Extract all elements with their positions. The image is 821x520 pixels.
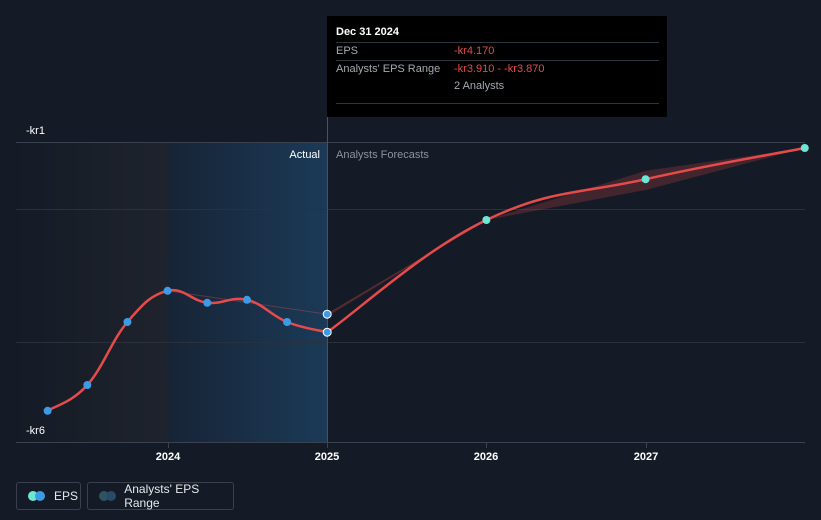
tooltip-range-row: Analysts' EPS Range -kr3.910 - -kr3.870 (336, 60, 659, 78)
eps-point-actual-4 (203, 298, 212, 307)
past-area (16, 142, 168, 442)
eps-point-forecast-3 (800, 144, 809, 152)
tooltip-analysts: 2 Analysts (454, 80, 505, 92)
eps-point-actual-3 (163, 286, 172, 295)
x-tick-label-2025: 2025 (315, 451, 339, 463)
past-estimate-point (322, 309, 332, 319)
tooltip-eps-value: -kr4.170 (454, 45, 495, 57)
tooltip-divider (336, 103, 659, 104)
eps-point-actual-6 (283, 318, 292, 326)
tooltip-eps-row: EPS -kr4.170 (336, 42, 659, 60)
eps-legend-icon (28, 491, 46, 501)
tooltip-range-label: Analysts' EPS Range (336, 63, 441, 75)
y-tick-label-bottom: -kr6 (26, 425, 45, 437)
eps-point-actual-2 (123, 318, 132, 326)
tooltip: Dec 31 2024 EPS -kr4.170 Analysts' EPS R… (327, 16, 667, 117)
x-tick-label-2024: 2024 (156, 451, 181, 463)
y-tick-label-top: -kr1 (26, 125, 45, 137)
highlight-area (168, 142, 327, 442)
x-tick-label-2027: 2027 (634, 451, 658, 463)
tooltip-analysts-row: 2 Analysts (336, 78, 659, 95)
eps-point-forecast-1 (482, 216, 491, 224)
forecast-label: Analysts Forecasts (336, 149, 429, 161)
actual-label: Actual (289, 149, 320, 161)
eps-range-band (327, 148, 805, 317)
tooltip-date: Dec 31 2024 (336, 26, 399, 38)
plot-area (43, 144, 809, 415)
eps-point-actual-5 (242, 295, 251, 304)
eps-point-forecast-2 (641, 175, 650, 184)
legend-range-label: Analysts' EPS Range (124, 482, 200, 510)
x-tick-label-2026: 2026 (474, 451, 498, 463)
eps-point-actual-7 (322, 327, 332, 337)
tooltip-range-value: -kr3.910 - -kr3.870 (454, 63, 545, 75)
tooltip-eps-label: EPS (336, 45, 359, 57)
eps-point-actual-0 (43, 406, 52, 415)
eps-line-actual (46, 288, 329, 413)
eps-line-forecast (325, 146, 807, 334)
range-legend-icon (99, 491, 116, 501)
legend-eps-button[interactable]: EPS (16, 482, 81, 510)
legend-eps-label: EPS (54, 489, 79, 503)
eps-point-actual-1 (83, 381, 92, 389)
legend-range-button[interactable]: Analysts' EPS Range (87, 482, 234, 510)
